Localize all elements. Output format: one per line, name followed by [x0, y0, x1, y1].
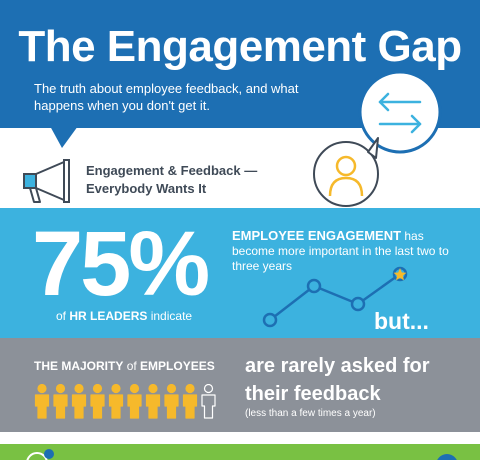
but-text: but...	[374, 308, 429, 334]
engagement-highlight: EMPLOYEE ENGAGEMENT	[232, 228, 402, 243]
person-figure-icon	[71, 384, 87, 419]
caption-suffix: indicate	[150, 309, 193, 323]
caption-prefix: of	[56, 309, 67, 323]
person-figure-icon	[108, 384, 124, 419]
star-icon	[393, 268, 407, 281]
person-figure-icon	[182, 384, 198, 419]
percentage-caption: of HR LEADERS indicate	[56, 309, 192, 323]
person-figure-icon	[201, 384, 216, 419]
header-speech-tail	[50, 126, 78, 148]
next-section-strip	[0, 444, 480, 460]
person-figure-icon	[34, 384, 50, 419]
section-intro-title: Engagement & Feedback — Everybody Wants …	[86, 163, 258, 196]
majority-bold: THE MAJORITY	[34, 359, 124, 373]
person-figure-icon	[164, 384, 179, 419]
speech-bubble-arrows-icon	[313, 70, 442, 207]
majority-of: of	[126, 359, 137, 373]
big-percentage: 75%	[32, 213, 210, 315]
engagement-rest: has become more important in the last tw…	[232, 229, 449, 273]
majority-label: THE MAJORITY of EMPLOYEES	[34, 359, 215, 373]
page-title: The Engagement Gap	[18, 22, 462, 71]
megaphone-icon	[23, 159, 70, 203]
caption-bold: HR LEADERS	[69, 309, 148, 323]
page-subtitle: The truth about employee feedback, and w…	[34, 81, 299, 113]
engagement-statement: EMPLOYEE ENGAGEMENT has become more impo…	[232, 228, 462, 274]
section-icon-right	[436, 454, 458, 460]
employees-bold: EMPLOYEES	[140, 359, 215, 373]
person-icon	[328, 155, 364, 197]
majority-note: (less than a few times a year)	[245, 408, 376, 419]
person-figure-icon	[127, 384, 142, 419]
person-figure-icon	[90, 384, 105, 419]
person-figure-icon	[145, 384, 161, 419]
majority-headline: are rarely asked for their feedback	[245, 355, 430, 405]
trend-line-icon	[262, 266, 408, 328]
people-row	[34, 384, 216, 419]
notification-dot-icon	[44, 449, 54, 459]
person-figure-icon	[53, 384, 68, 419]
